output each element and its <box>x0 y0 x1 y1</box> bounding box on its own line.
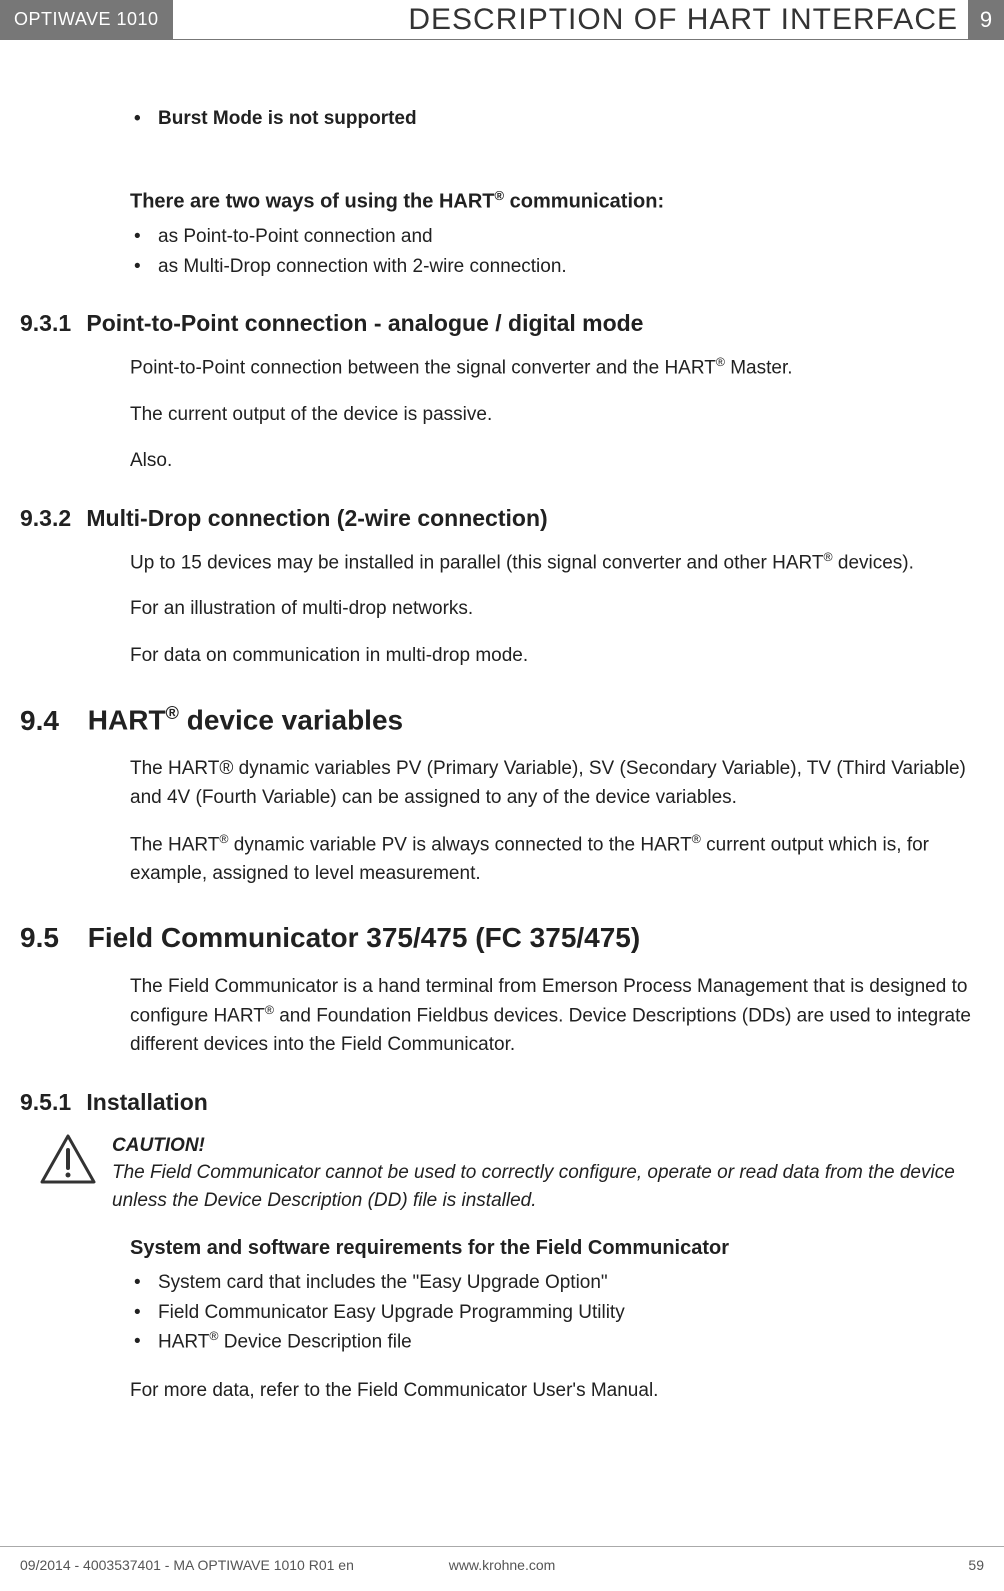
requirements-heading: System and software requirements for the… <box>130 1234 984 1262</box>
section-title: Point-to-Point connection - analogue / d… <box>86 310 643 336</box>
list-item: Field Communicator Easy Upgrade Programm… <box>130 1298 984 1327</box>
body-text: For an illustration of multi-drop networ… <box>130 595 984 624</box>
reg-mark: ® <box>219 832 228 846</box>
burst-item: Burst Mode is not supported <box>130 104 984 133</box>
caution-title: CAUTION! <box>112 1132 984 1160</box>
reg-mark: ® <box>495 188 505 203</box>
section-number: 9.3.1 <box>20 309 80 339</box>
text-fragment: Point-to-Point connection between the si… <box>130 357 716 378</box>
list-item: System card that includes the "Easy Upgr… <box>130 1268 984 1297</box>
text-fragment: HART <box>158 1331 209 1352</box>
body-text: The HART® dynamic variables PV (Primary … <box>130 755 984 812</box>
text-fragment: The HART <box>130 834 219 855</box>
body-text: For more data, refer to the Field Commun… <box>130 1377 984 1406</box>
page-title-text: DESCRIPTION OF HART INTERFACE <box>408 3 958 37</box>
section-95-heading: 9.5 Field Communicator 375/475 (FC 375/4… <box>20 920 984 956</box>
ways-list: as Point-to-Point connection and as Mult… <box>130 222 984 281</box>
burst-list: Burst Mode is not supported <box>130 104 984 133</box>
body-text: Point-to-Point connection between the si… <box>130 353 984 383</box>
section-931-heading: 9.3.1 Point-to-Point connection - analog… <box>20 309 984 339</box>
section-title-pre: HART <box>88 705 166 736</box>
page-title: DESCRIPTION OF HART INTERFACE <box>173 0 968 39</box>
body-text: The current output of the device is pass… <box>130 401 984 430</box>
section-title: Field Communicator 375/475 (FC 375/475) <box>88 922 640 953</box>
section-number: 9.5.1 <box>20 1088 80 1118</box>
ways-heading: There are two ways of using the HART® co… <box>130 187 984 216</box>
footer-center: www.krohne.com <box>449 1557 556 1573</box>
section-number: 9.5 <box>20 920 80 956</box>
list-item: as Point-to-Point connection and <box>130 222 984 251</box>
reg-mark: ® <box>824 550 833 564</box>
product-badge: OPTIWAVE 1010 <box>0 0 173 39</box>
reg-mark: ® <box>692 832 701 846</box>
chapter-number: 9 <box>980 7 992 33</box>
section-951-heading: 9.5.1 Installation <box>20 1088 984 1118</box>
caution-body: The Field Communicator cannot be used to… <box>112 1159 984 1214</box>
text-fragment: Master. <box>725 357 793 378</box>
footer-page-number: 59 <box>968 1557 984 1573</box>
reg-mark: ® <box>166 703 179 723</box>
caution-block: CAUTION! The Field Communicator cannot b… <box>40 1132 984 1215</box>
text-fragment: Device Description file <box>219 1331 412 1352</box>
requirements-list: System card that includes the "Easy Upgr… <box>130 1268 984 1357</box>
ways-heading-post: communication: <box>504 191 664 213</box>
section-title: Installation <box>86 1089 207 1115</box>
section-932-heading: 9.3.2 Multi-Drop connection (2-wire conn… <box>20 504 984 534</box>
page-header: OPTIWAVE 1010 DESCRIPTION OF HART INTERF… <box>0 0 1004 40</box>
page-footer: 09/2014 - 4003537401 - MA OPTIWAVE 1010 … <box>0 1546 1004 1573</box>
section-title-post: device variables <box>179 705 403 736</box>
body-text: Also. <box>130 447 984 476</box>
list-item: HART® Device Description file <box>130 1327 984 1357</box>
text-fragment: dynamic variable PV is always connected … <box>229 834 692 855</box>
footer-left: 09/2014 - 4003537401 - MA OPTIWAVE 1010 … <box>20 1557 354 1573</box>
text-fragment: Up to 15 devices may be installed in par… <box>130 552 824 573</box>
body-text: Up to 15 devices may be installed in par… <box>130 548 984 578</box>
product-name: OPTIWAVE 1010 <box>14 9 159 30</box>
chapter-badge: 9 <box>968 0 1004 39</box>
reg-mark: ® <box>209 1329 218 1343</box>
reg-mark: ® <box>716 355 725 369</box>
section-number: 9.3.2 <box>20 504 80 534</box>
body-text: For data on communication in multi-drop … <box>130 642 984 671</box>
reg-mark: ® <box>265 1003 274 1017</box>
section-94-heading: 9.4 HART® device variables <box>20 702 984 739</box>
section-title: Multi-Drop connection (2-wire connection… <box>86 505 547 531</box>
list-item: as Multi-Drop connection with 2-wire con… <box>130 252 984 281</box>
body-text: The Field Communicator is a hand termina… <box>130 973 984 1060</box>
ways-heading-pre: There are two ways of using the HART <box>130 191 495 213</box>
body-text: The HART® dynamic variable PV is always … <box>130 830 984 888</box>
section-number: 9.4 <box>20 703 80 739</box>
text-fragment: devices). <box>833 552 914 573</box>
caution-icon <box>40 1134 96 1189</box>
